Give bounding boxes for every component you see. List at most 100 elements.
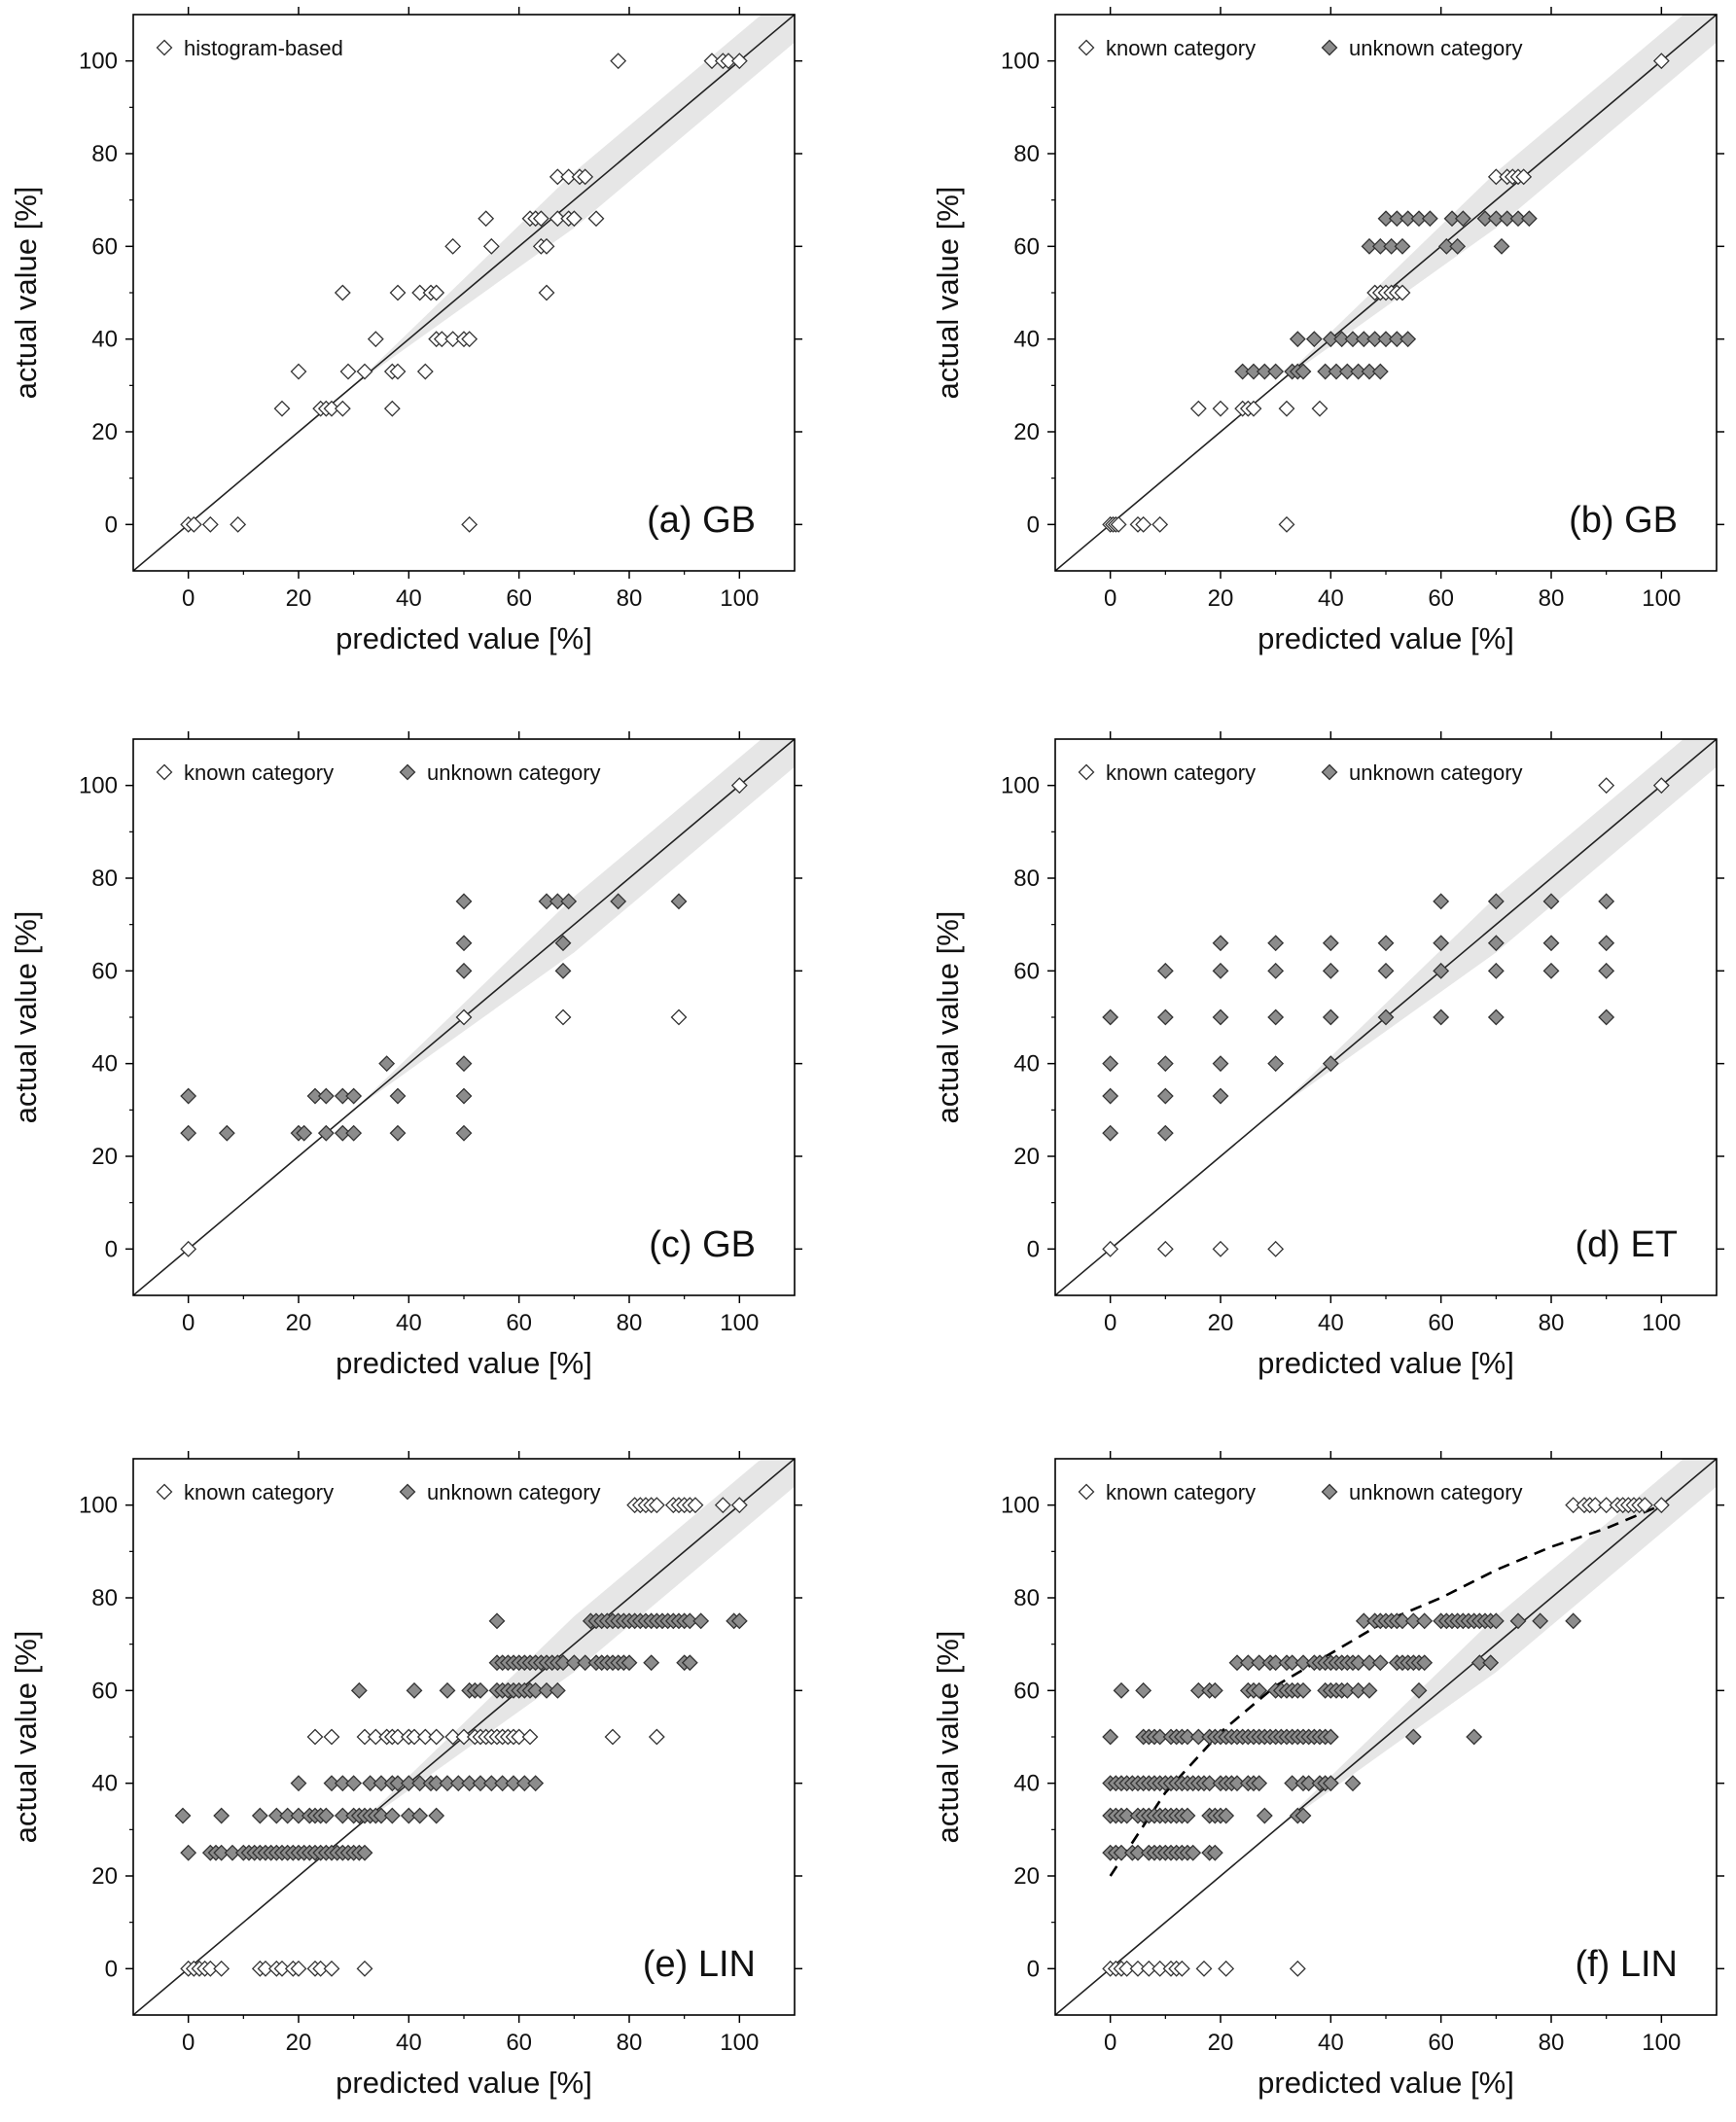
- legend-label: known category: [1106, 760, 1256, 785]
- legend-label: unknown category: [1349, 1480, 1523, 1504]
- data-point: [362, 1775, 379, 1792]
- data-point: [180, 1240, 197, 1257]
- data-point: [1118, 1807, 1136, 1824]
- data-point: [1179, 1807, 1196, 1824]
- data-point: [428, 1775, 445, 1792]
- data-point: [604, 1728, 621, 1746]
- data-point: [230, 515, 247, 533]
- x-tick-label: 40: [396, 2030, 422, 2056]
- data-point: [400, 1807, 417, 1824]
- x-axis-label: predicted value [%]: [336, 1346, 592, 1380]
- data-point: [323, 400, 340, 417]
- x-tick-label: 0: [182, 1310, 195, 1336]
- data-point: [478, 210, 495, 228]
- x-tick-label: 100: [720, 1310, 759, 1336]
- panel-label: (a) GB: [647, 500, 756, 541]
- data-point: [356, 363, 373, 380]
- data-point: [356, 1728, 373, 1746]
- legend-label: unknown category: [1349, 760, 1523, 785]
- data-point: [1416, 1612, 1434, 1630]
- data-point: [1410, 1681, 1428, 1699]
- data-point: [1245, 400, 1262, 417]
- x-tick-label: 0: [1104, 585, 1116, 612]
- data-point: [1129, 1844, 1147, 1861]
- data-point: [1404, 1728, 1422, 1746]
- x-tick-label: 20: [286, 585, 312, 612]
- y-tick-label: 0: [105, 1236, 118, 1262]
- data-point: [1542, 962, 1560, 979]
- plot-area: [1055, 15, 1717, 571]
- data-point: [1284, 1654, 1301, 1672]
- data-point: [1251, 1654, 1268, 1672]
- data-point: [323, 1775, 340, 1792]
- x-tick-label: 100: [1642, 2030, 1681, 2056]
- data-point: [1218, 1807, 1235, 1824]
- data-point: [455, 935, 473, 952]
- data-point: [449, 1775, 467, 1792]
- data-point: [488, 1612, 506, 1630]
- data-point: [317, 1807, 335, 1824]
- data-point: [1433, 962, 1450, 979]
- data-point: [416, 363, 434, 380]
- data-point: [251, 1807, 268, 1824]
- x-tick-label: 0: [1104, 2030, 1116, 2056]
- data-point: [455, 1008, 473, 1026]
- legend-marker: [156, 39, 173, 56]
- data-point: [1394, 284, 1411, 301]
- data-point: [1565, 1612, 1582, 1630]
- data-point: [345, 1775, 363, 1792]
- data-point: [406, 1681, 423, 1699]
- data-point: [494, 1775, 512, 1792]
- data-point: [1102, 1240, 1119, 1257]
- data-point: [1206, 1681, 1223, 1699]
- data-point: [383, 1807, 401, 1824]
- y-tick-label: 100: [1001, 49, 1040, 75]
- data-point: [505, 1775, 522, 1792]
- data-point: [1482, 1654, 1500, 1672]
- data-point: [1355, 1612, 1372, 1630]
- y-axis-label: actual value [%]: [931, 1631, 965, 1844]
- data-point: [511, 1728, 528, 1746]
- data-point: [461, 515, 478, 533]
- data-point: [1520, 210, 1538, 228]
- data-point: [1212, 962, 1229, 979]
- data-point: [554, 962, 572, 979]
- data-point: [1267, 1654, 1285, 1672]
- data-point: [290, 363, 307, 380]
- data-point: [273, 400, 291, 417]
- data-point: [400, 1775, 417, 1792]
- data-point: [323, 1728, 340, 1746]
- data-point: [1256, 363, 1273, 380]
- data-point: [455, 1087, 473, 1105]
- data-point: [472, 1681, 489, 1699]
- data-point: [367, 331, 384, 348]
- data-point: [334, 284, 351, 301]
- y-tick-label: 20: [1013, 1144, 1040, 1170]
- x-tick-label: 100: [720, 585, 759, 612]
- y-tick-label: 40: [1013, 1051, 1040, 1078]
- data-point: [1212, 1055, 1229, 1073]
- data-point: [273, 1960, 291, 1977]
- legend-marker: [1321, 763, 1338, 781]
- data-point: [444, 237, 462, 255]
- data-point: [1140, 1960, 1157, 1977]
- data-point: [1371, 363, 1389, 380]
- x-tick-label: 0: [182, 585, 195, 612]
- legend-label: unknown category: [427, 1480, 601, 1504]
- data-point: [515, 1775, 533, 1792]
- data-point: [482, 237, 500, 255]
- data-point: [1377, 962, 1395, 979]
- y-axis-label: actual value [%]: [931, 187, 965, 400]
- y-tick-label: 20: [1013, 1863, 1040, 1890]
- data-point: [1652, 1497, 1670, 1514]
- x-tick-label: 40: [1318, 2030, 1344, 2056]
- data-point: [1470, 1654, 1488, 1672]
- y-axis-label: actual value [%]: [9, 187, 43, 400]
- data-point: [1102, 1087, 1119, 1105]
- data-point: [1195, 1960, 1213, 1977]
- x-axis-label: predicted value [%]: [336, 621, 592, 655]
- data-point: [411, 1807, 429, 1824]
- data-point: [1129, 1960, 1147, 1977]
- y-tick-label: 80: [91, 866, 118, 892]
- data-point: [1189, 400, 1207, 417]
